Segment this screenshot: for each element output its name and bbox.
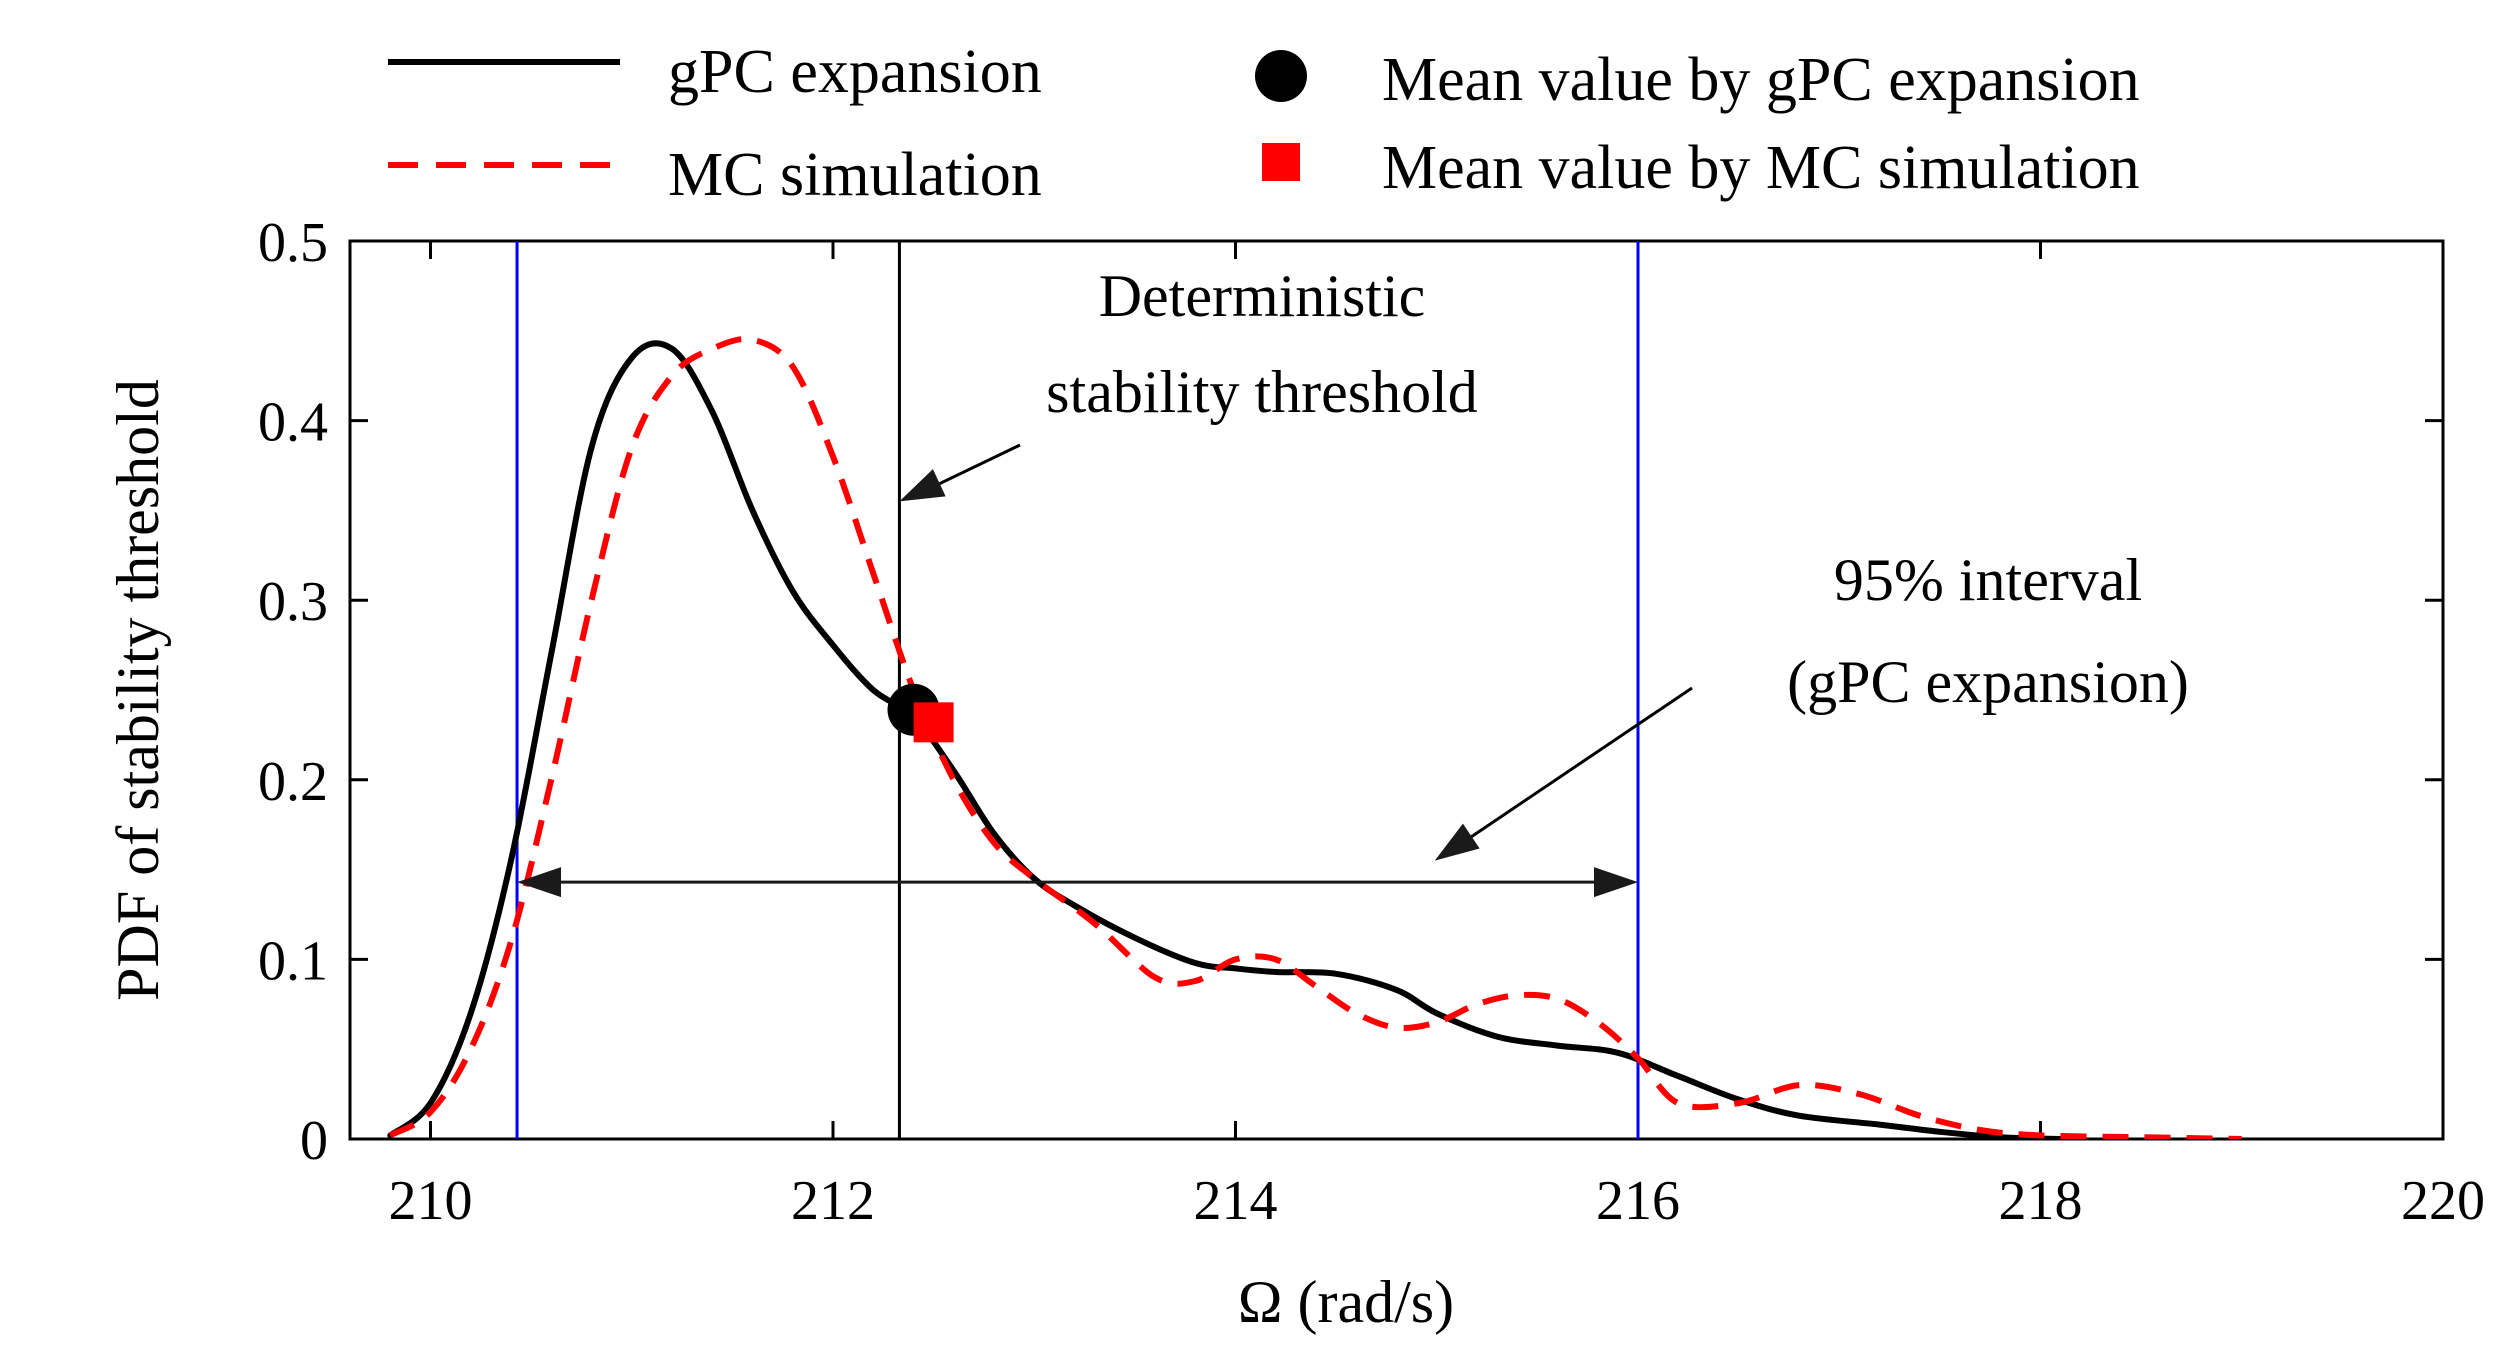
legend-gpc-label: gPC expansion	[668, 38, 1042, 106]
annotation-interval-line1: 95% interval	[1834, 547, 2142, 613]
annotation-interval-line2: (gPC expansion)	[1787, 649, 2189, 715]
y-axis-title: PDF of stability threshold	[105, 379, 171, 1001]
legend-gpc-mean-marker	[1255, 50, 1307, 102]
legend: gPC expansion MC simulation Mean value b…	[388, 38, 2140, 209]
y-tick-label: 0.1	[258, 930, 328, 992]
y-tick-label: 0	[300, 1110, 328, 1172]
y-tick-label: 0.3	[258, 571, 328, 633]
x-tick-label: 214	[1194, 1170, 1278, 1232]
x-axis-title: Ω (rad/s)	[1238, 1269, 1454, 1335]
interval-arrow-right-head	[1594, 867, 1638, 898]
x-axis-tick-labels: 210 212 214 216 218 220	[389, 1170, 2486, 1232]
y-tick-label: 0.2	[258, 751, 328, 813]
legend-mc-label: MC simulation	[668, 141, 1042, 209]
x-tick-label: 220	[2401, 1170, 2485, 1232]
interval-annotation-arrow-head	[1434, 823, 1480, 861]
y-axis-tick-labels: 0 0.1 0.2 0.3 0.4 0.5	[258, 212, 328, 1172]
mc-mean-marker	[913, 702, 954, 743]
annotation-deterministic-line2: stability threshold	[1046, 359, 1478, 425]
x-tick-label: 218	[1999, 1170, 2083, 1232]
deterministic-arrow-head	[899, 469, 946, 502]
plot-area-frame	[348, 239, 2445, 1141]
x-tick-label: 210	[389, 1170, 473, 1232]
gpc-expansion-curve	[387, 340, 2064, 1139]
mc-simulation-curve	[388, 336, 2242, 1139]
legend-gpc-mean-label: Mean value by gPC expansion	[1382, 46, 2140, 114]
legend-mc-mean-label: Mean value by MC simulation	[1382, 134, 2140, 202]
x-tick-label: 212	[791, 1170, 875, 1232]
y-tick-label: 0.4	[258, 392, 328, 454]
y-tick-label: 0.5	[258, 212, 328, 274]
annotation-deterministic-line1: Deterministic	[1099, 263, 1426, 329]
interval-annotation-arrow-line	[1455, 686, 1693, 848]
x-tick-label: 216	[1596, 1170, 1680, 1232]
interval-arrow-left-head	[517, 867, 562, 898]
annotation-arrows	[517, 443, 1693, 898]
mean-markers	[887, 683, 954, 743]
legend-mc-mean-marker	[1262, 143, 1300, 181]
series-group	[387, 336, 2242, 1139]
